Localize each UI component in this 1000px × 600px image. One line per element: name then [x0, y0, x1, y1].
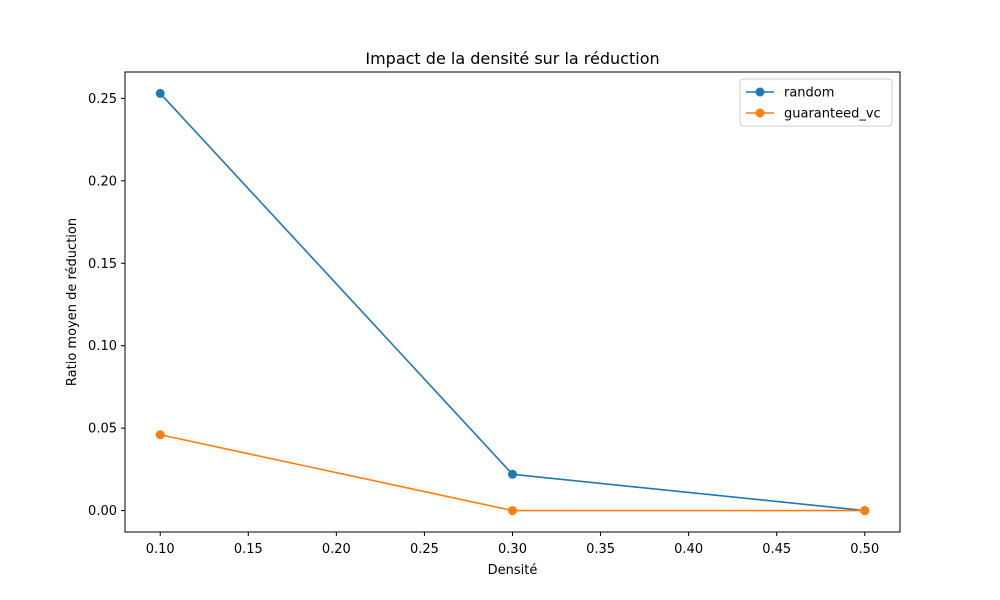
data-point-guaranteed-vc — [508, 506, 517, 516]
y-tick-label: 0.10 — [88, 339, 117, 354]
series-layer — [155, 88, 870, 516]
legend-label-random: random — [784, 86, 834, 101]
data-point-random — [155, 88, 165, 98]
legend-label-guaranteed-vc: guaranteed_vc — [784, 107, 881, 122]
chart-title: Impact de la densité sur la réduction — [365, 49, 659, 68]
data-point-guaranteed-vc — [860, 506, 870, 516]
data-point-guaranteed-vc — [155, 430, 165, 440]
y-axis: 0.00 0.05 0.10 0.15 0.20 0.25 — [88, 92, 125, 519]
y-tick-label: 0.05 — [88, 422, 117, 437]
x-tick-label: 0.10 — [146, 542, 175, 557]
y-tick-label: 0.25 — [88, 92, 117, 107]
legend-frame — [739, 78, 893, 127]
x-tick-label: 0.25 — [410, 542, 439, 557]
y-tick-label: 0.00 — [88, 504, 117, 519]
legend-marker-random — [755, 87, 765, 97]
x-axis-label: Densité — [488, 563, 538, 578]
x-tick-label: 0.50 — [850, 542, 879, 557]
x-axis: 0.10 0.15 0.20 0.25 0.30 0.35 0.40 0.45 0.50 — [146, 532, 879, 557]
x-tick-label: 0.40 — [674, 542, 703, 557]
data-point-random — [508, 469, 517, 479]
y-axis-label: Ratio moyen de réduction — [65, 218, 80, 386]
x-tick-label: 0.30 — [498, 542, 527, 557]
x-tick-label: 0.20 — [322, 542, 351, 557]
legend-marker-guaranteed-vc — [755, 108, 765, 118]
y-tick-label: 0.20 — [88, 174, 117, 189]
x-tick-label: 0.45 — [762, 542, 791, 557]
x-tick-label: 0.35 — [586, 542, 615, 557]
x-tick-label: 0.15 — [234, 542, 263, 557]
legend: random guaranteed_vc — [739, 78, 893, 127]
y-tick-label: 0.15 — [88, 257, 117, 272]
